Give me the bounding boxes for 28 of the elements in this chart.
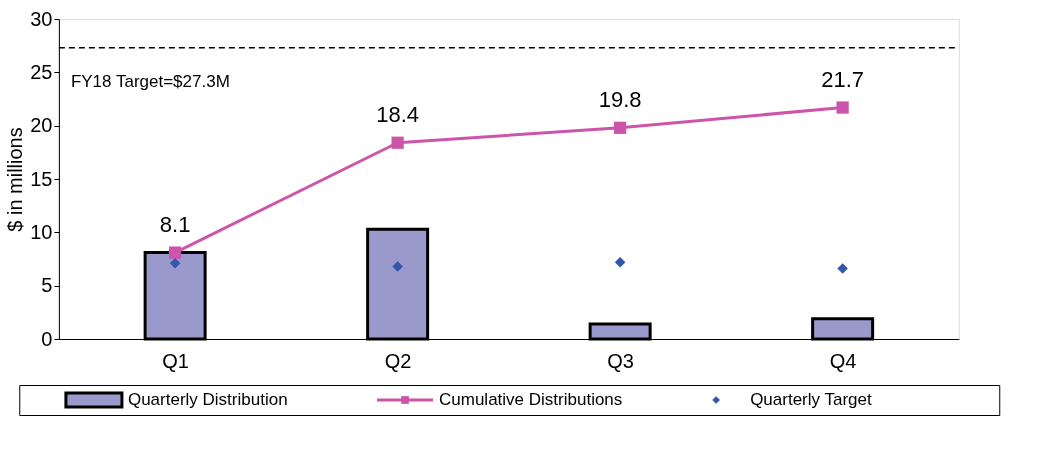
y-tick-label: 0	[41, 327, 53, 350]
data-label: 18.4	[376, 101, 420, 127]
ref-line-label: FY18 Target=$27.3M	[70, 71, 230, 91]
point	[614, 121, 627, 134]
y-tick-label: 20	[30, 114, 53, 137]
y-axis-title: $ in millions	[4, 127, 27, 232]
point	[169, 246, 182, 259]
x-tick-label: Q3	[607, 349, 634, 372]
point	[837, 263, 848, 274]
point	[614, 256, 626, 268]
data-label: 19.8	[598, 86, 642, 112]
data-label: 21.7	[821, 66, 865, 92]
y-tick-label: 30	[30, 7, 53, 30]
point	[392, 261, 403, 272]
legend-label: Quarterly Distribution	[127, 390, 288, 409]
data-label: 8.1	[159, 211, 191, 237]
legend-label: Quarterly Target	[750, 390, 872, 409]
point	[169, 258, 181, 269]
x-tick-label: Q1	[162, 349, 189, 372]
x-tick-label: Q2	[384, 349, 412, 372]
point	[836, 101, 849, 114]
legend-label: Cumulative Distributions	[439, 390, 623, 409]
x-tick-label: Q4	[829, 349, 857, 372]
y-tick-label: 25	[30, 60, 53, 83]
y-tick-label: 10	[30, 220, 53, 243]
point	[391, 136, 404, 149]
y-tick-label: 5	[41, 274, 53, 297]
y-tick-label: 15	[30, 167, 53, 190]
